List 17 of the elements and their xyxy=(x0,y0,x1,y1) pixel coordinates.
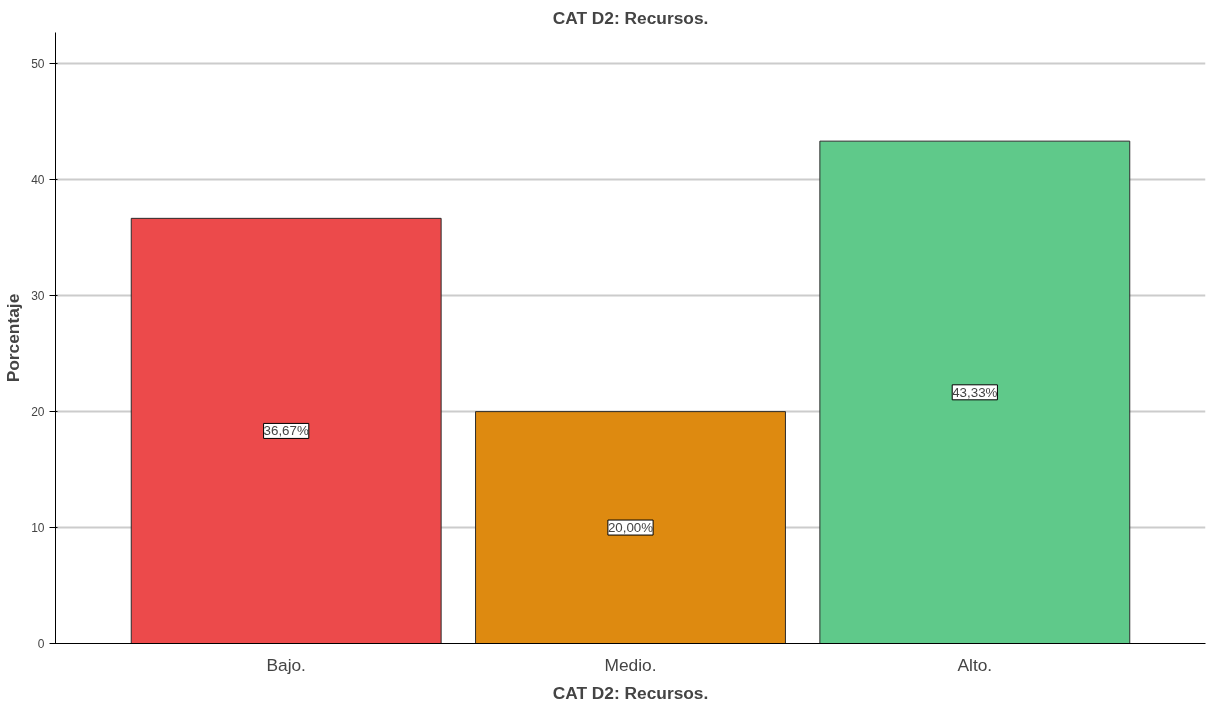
bar xyxy=(130,217,442,644)
x-axis-title: CAT D2: Recursos. xyxy=(552,682,709,703)
y-axis-title: Porcentaje xyxy=(3,293,24,383)
y-tick-label: 0 xyxy=(37,637,45,651)
chart-title: CAT D2: Recursos. xyxy=(552,7,709,28)
bar xyxy=(475,411,786,644)
x-tick-label: Medio. xyxy=(604,654,657,675)
y-tick-label: 10 xyxy=(31,521,45,536)
data-label: 36,67% xyxy=(263,423,309,439)
y-tick-label: 40 xyxy=(31,173,45,188)
bar xyxy=(819,140,1131,644)
y-tick-label: 30 xyxy=(31,289,45,304)
x-tick-label: Alto. xyxy=(957,654,993,675)
data-label: 20,00% xyxy=(607,520,654,536)
x-tick-label: Bajo. xyxy=(266,654,306,675)
y-tick-label: 50 xyxy=(31,57,45,72)
y-tick-label: 20 xyxy=(31,405,45,420)
